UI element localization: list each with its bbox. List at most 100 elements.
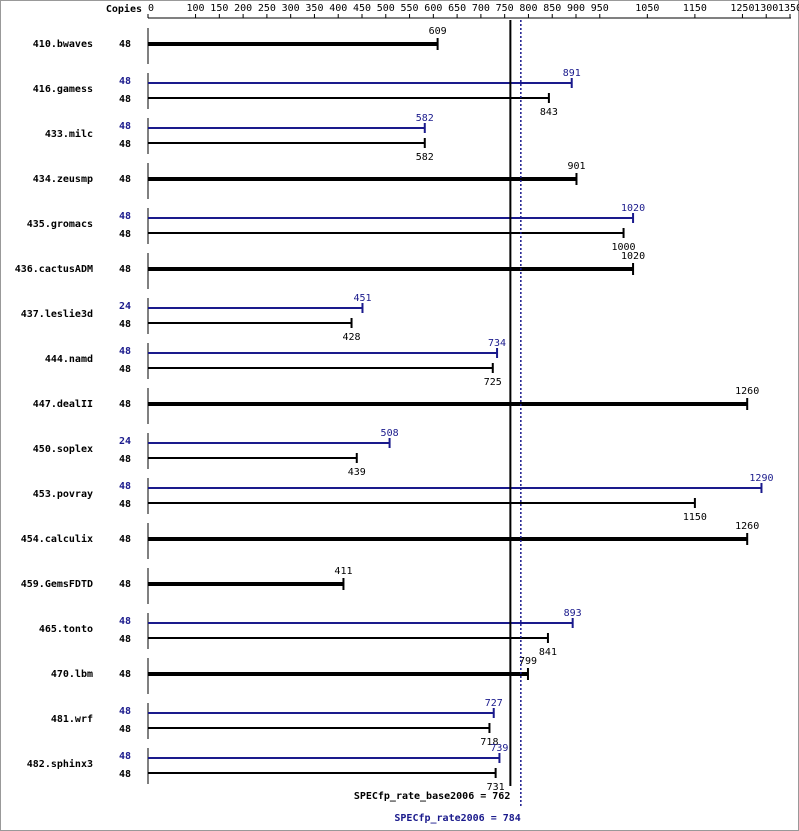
x-tick-label: 650: [448, 3, 466, 14]
value-label: 439: [348, 467, 366, 478]
x-tick-label: 100: [187, 3, 205, 14]
benchmark-label: 410.bwaves: [33, 39, 93, 50]
benchmark-label: 433.milc: [45, 128, 93, 140]
mean-label: SPECfp_rate_base2006 = 762: [354, 791, 511, 802]
value-label: 1260: [735, 386, 759, 397]
copies-label: 48: [119, 121, 131, 132]
value-label: 891: [563, 68, 581, 79]
copies-label: 48: [119, 454, 131, 465]
copies-label: 48: [119, 534, 131, 545]
x-tick-label: 900: [567, 3, 585, 14]
copies-label: 48: [119, 481, 131, 492]
benchmark-label: 453.povray: [33, 489, 93, 500]
x-tick-label: 400: [329, 3, 347, 14]
value-label: 451: [353, 293, 371, 304]
x-tick-label: 0: [148, 3, 154, 14]
value-label: 582: [416, 113, 434, 124]
copies-label: 48: [119, 499, 131, 510]
x-tick-label: 600: [424, 3, 442, 14]
x-tick-label: 950: [591, 3, 609, 14]
value-label: 1020: [621, 203, 645, 214]
value-label: 1000: [612, 242, 636, 253]
x-tick-label: 550: [401, 3, 419, 14]
x-tick-label: 150: [210, 3, 228, 14]
copies-label: 48: [119, 76, 131, 87]
value-label: 609: [429, 26, 447, 37]
x-tick-label: 1300: [754, 3, 778, 14]
copies-label: 48: [119, 751, 131, 762]
value-label: 734: [488, 338, 506, 349]
copies-label: 48: [119, 39, 131, 50]
x-tick-label: 1350: [778, 3, 799, 14]
benchmark-label: 436.cactusADM: [15, 264, 93, 275]
copies-label: 48: [119, 769, 131, 780]
x-tick-label: 200: [234, 3, 252, 14]
value-label: 1290: [749, 473, 773, 484]
x-tick-label: 1250: [730, 3, 754, 14]
copies-label: 24: [119, 436, 131, 447]
copies-label: 48: [119, 264, 131, 275]
copies-label: 48: [119, 399, 131, 410]
copies-label: 48: [119, 229, 131, 240]
x-tick-label: 750: [496, 3, 514, 14]
x-tick-label: 450: [353, 3, 371, 14]
x-tick-label: 1150: [683, 3, 707, 14]
copies-label: 48: [119, 319, 131, 330]
value-label: 411: [334, 566, 352, 577]
copies-label: 48: [119, 94, 131, 105]
value-label: 901: [567, 161, 585, 172]
value-label: 582: [416, 152, 434, 163]
benchmark-label: 482.sphinx3: [27, 758, 93, 770]
x-tick-label: 800: [519, 3, 537, 14]
copies-label: 48: [119, 634, 131, 645]
value-label: 1020: [621, 251, 645, 262]
value-label: 739: [490, 743, 508, 754]
copies-header: Copies: [106, 3, 142, 15]
benchmark-label: 416.gamess: [33, 84, 93, 95]
benchmark-label: 434.zeusmp: [33, 174, 93, 185]
value-label: 1150: [683, 512, 707, 523]
value-label: 428: [343, 332, 361, 343]
benchmark-label: 444.namd: [45, 354, 93, 365]
value-label: 843: [540, 107, 558, 118]
copies-label: 48: [119, 174, 131, 185]
x-tick-label: 500: [377, 3, 395, 14]
copies-label: 48: [119, 724, 131, 735]
copies-label: 48: [119, 579, 131, 590]
benchmark-label: 450.soplex: [33, 444, 93, 455]
copies-label: 48: [119, 364, 131, 375]
value-label: 727: [485, 698, 503, 709]
x-tick-label: 1050: [635, 3, 659, 14]
value-label: 893: [564, 608, 582, 619]
copies-label: 48: [119, 346, 131, 357]
copies-label: 48: [119, 139, 131, 150]
x-tick-label: 250: [258, 3, 276, 14]
value-label: 725: [484, 377, 502, 388]
copies-label: 48: [119, 211, 131, 222]
x-tick-label: 850: [543, 3, 561, 14]
benchmark-label: 470.lbm: [51, 669, 93, 680]
benchmark-label: 435.gromacs: [27, 219, 93, 230]
copies-label: 48: [119, 616, 131, 627]
copies-label: 48: [119, 706, 131, 717]
value-label: 731: [487, 782, 505, 793]
benchmark-label: 481.wrf: [51, 714, 93, 725]
mean-label: SPECfp_rate2006 = 784: [394, 813, 520, 824]
benchmark-label: 437.leslie3d: [21, 308, 93, 320]
value-label: 1260: [735, 521, 759, 532]
x-tick-label: 350: [305, 3, 323, 14]
value-label: 841: [539, 647, 557, 658]
value-label: 508: [381, 428, 399, 439]
benchmark-label: 447.dealII: [33, 399, 93, 410]
x-tick-label: 700: [472, 3, 490, 14]
copies-label: 24: [119, 301, 131, 312]
value-label: 799: [519, 656, 537, 667]
copies-label: 48: [119, 669, 131, 680]
benchmark-label: 454.calculix: [21, 533, 93, 545]
x-tick-label: 300: [282, 3, 300, 14]
benchmark-label: 459.GemsFDTD: [21, 579, 93, 590]
value-label: 718: [480, 737, 498, 748]
benchmark-label: 465.tonto: [39, 624, 93, 635]
